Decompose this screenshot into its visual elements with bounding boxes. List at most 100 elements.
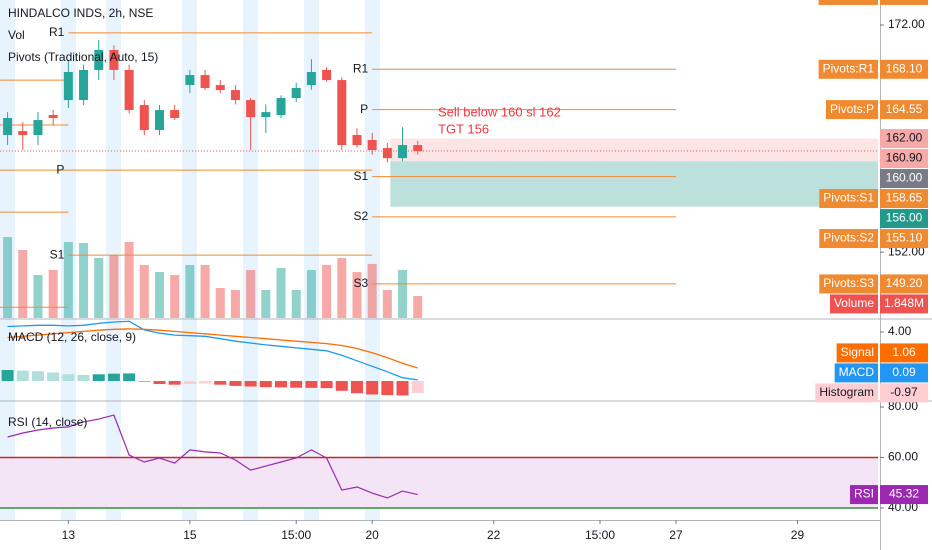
histogram-bar bbox=[138, 381, 151, 382]
y-tick-label: 80.00 bbox=[888, 399, 918, 413]
histogram-bar bbox=[199, 381, 212, 384]
badge-name: Pivots:P bbox=[830, 102, 874, 116]
candle-body bbox=[230, 90, 240, 101]
badge-value: 149.20 bbox=[886, 276, 923, 290]
histogram-bar bbox=[168, 381, 181, 385]
histogram-bar bbox=[275, 381, 288, 388]
badge-name: Pivots:S3 bbox=[823, 276, 874, 290]
candle-body bbox=[276, 98, 286, 116]
badge-name: Volume bbox=[834, 296, 874, 310]
histogram-bar bbox=[244, 381, 257, 387]
stop-zone bbox=[390, 138, 878, 162]
badge-name: Signal bbox=[841, 345, 874, 359]
rsi-pane bbox=[0, 414, 878, 509]
histogram-bar bbox=[62, 374, 75, 382]
session-band bbox=[182, 0, 197, 520]
pivot-label: S2 bbox=[353, 209, 368, 223]
histogram-bar bbox=[335, 381, 348, 391]
badge-name-bg bbox=[836, 343, 878, 363]
x-tick-label: 29 bbox=[791, 528, 805, 542]
candle-body bbox=[139, 105, 149, 131]
badge-bg bbox=[880, 383, 928, 403]
badge-value: 155.10 bbox=[886, 231, 923, 245]
candle-body bbox=[246, 100, 256, 118]
badge-value: 1.06 bbox=[892, 345, 916, 359]
candle-body bbox=[79, 69, 89, 101]
volume-bar bbox=[337, 257, 347, 318]
volume-bar bbox=[124, 242, 134, 318]
candle-body bbox=[291, 88, 301, 99]
rsi-line bbox=[7, 414, 418, 499]
histogram-bar bbox=[123, 373, 136, 382]
x-tick-label: 15:00 bbox=[281, 528, 311, 542]
symbol-title: HINDALCO INDS, 2h, NSE bbox=[8, 6, 153, 20]
candle-body bbox=[48, 115, 58, 119]
volume-bar bbox=[154, 272, 164, 318]
volume-bar bbox=[63, 242, 73, 318]
histogram-bar bbox=[290, 381, 303, 388]
rsi-legend: RSI (14, close) bbox=[8, 415, 87, 429]
pivot-label: S3 bbox=[353, 276, 368, 290]
pivot-label: S1 bbox=[353, 169, 368, 183]
volume-bar bbox=[306, 270, 316, 318]
badge-bg bbox=[880, 363, 928, 383]
candle-body bbox=[367, 140, 377, 151]
badge-name: Pivots:S1 bbox=[823, 191, 874, 205]
badge-value: 168.10 bbox=[886, 61, 923, 75]
badge-name-bg bbox=[834, 363, 878, 383]
price-pane: R1 P S1 R2 R1 P S1 S2 S3 bbox=[0, 0, 878, 318]
x-tick-label: 20 bbox=[365, 528, 379, 542]
candle-body bbox=[352, 135, 362, 146]
session-band bbox=[243, 0, 258, 520]
volume-legend: Vol bbox=[8, 28, 25, 42]
volume-bar bbox=[139, 265, 149, 318]
candle-body bbox=[382, 148, 392, 159]
badge-name-bg bbox=[849, 485, 878, 505]
histogram-bar bbox=[31, 371, 44, 382]
macd-pane bbox=[1, 320, 424, 396]
volume-bar bbox=[230, 290, 240, 318]
candle-body bbox=[33, 120, 43, 136]
badge-value: 45.32 bbox=[889, 487, 919, 501]
badge-bg bbox=[880, 189, 928, 209]
x-tick-label: 22 bbox=[487, 528, 501, 542]
histogram-bar bbox=[411, 381, 424, 393]
y-tick-label: 4.00 bbox=[888, 324, 912, 338]
badge-value: 156.00 bbox=[886, 211, 923, 225]
histogram-bar bbox=[305, 381, 318, 388]
badge-value: 158.65 bbox=[886, 191, 923, 205]
badge-name-bg bbox=[815, 383, 878, 403]
badge-name-bg bbox=[825, 100, 878, 120]
badge-value: 160.90 bbox=[886, 151, 923, 165]
badge-name-bg bbox=[818, 59, 878, 79]
volume-bar bbox=[79, 242, 89, 318]
badge-value: 160.00 bbox=[886, 171, 923, 185]
histogram-bar bbox=[47, 372, 60, 382]
trade-note: Sell below 160 sl 162 bbox=[438, 104, 561, 119]
x-tick-label: 27 bbox=[669, 528, 683, 542]
badge-name-bg bbox=[829, 294, 878, 314]
pivots-legend: Pivots (Traditional, Auto, 15) bbox=[8, 50, 158, 64]
pivot-label: P bbox=[56, 162, 64, 176]
x-tick-label: 15:00 bbox=[585, 528, 615, 542]
histogram-bar bbox=[183, 381, 196, 385]
histogram-bar bbox=[259, 381, 272, 388]
volume-bar bbox=[322, 265, 332, 318]
histogram-bar bbox=[350, 381, 363, 394]
candle-body bbox=[3, 118, 13, 136]
histogram-bar bbox=[381, 381, 394, 396]
y-tick-label: 60.00 bbox=[888, 450, 918, 464]
histogram-bar bbox=[229, 381, 242, 386]
badge-value: 0.09 bbox=[892, 365, 916, 379]
volume-bar bbox=[398, 270, 408, 318]
candle-body bbox=[413, 145, 423, 152]
badge-bg bbox=[880, 129, 928, 149]
candle-body bbox=[337, 80, 347, 146]
histogram-bar bbox=[153, 381, 166, 385]
volume-bar bbox=[382, 290, 392, 318]
badge-bg bbox=[880, 149, 928, 169]
volume-bar bbox=[261, 290, 271, 318]
volume-bar bbox=[246, 270, 256, 318]
badge-value: 1.848M bbox=[884, 296, 924, 310]
candle-body bbox=[215, 85, 225, 91]
